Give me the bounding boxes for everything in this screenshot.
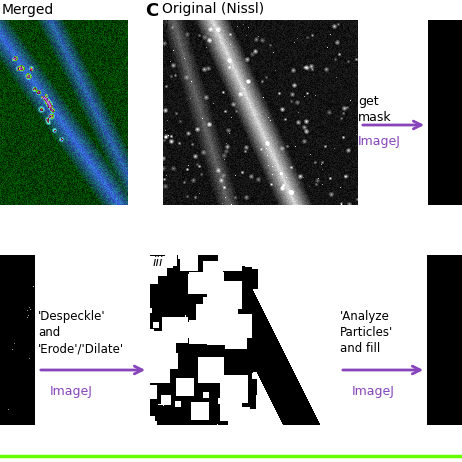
Text: Original (Nissl): Original (Nissl) xyxy=(162,2,264,16)
Text: 'Despeckle'
and
'Erode'/'Dilate': 'Despeckle' and 'Erode'/'Dilate' xyxy=(38,310,124,355)
Text: i: i xyxy=(165,20,169,33)
Text: 'Analyze
Particles'
and fill: 'Analyze Particles' and fill xyxy=(340,310,393,355)
Text: iv: iv xyxy=(430,256,441,269)
Text: C: C xyxy=(145,2,158,20)
Text: ii: ii xyxy=(430,20,437,33)
Text: ImageJ: ImageJ xyxy=(352,385,395,398)
Text: get
mask: get mask xyxy=(358,95,392,124)
Text: Merged: Merged xyxy=(2,3,54,17)
Text: iii: iii xyxy=(153,256,164,269)
Text: ImageJ: ImageJ xyxy=(358,135,401,148)
Text: ImageJ: ImageJ xyxy=(50,385,93,398)
